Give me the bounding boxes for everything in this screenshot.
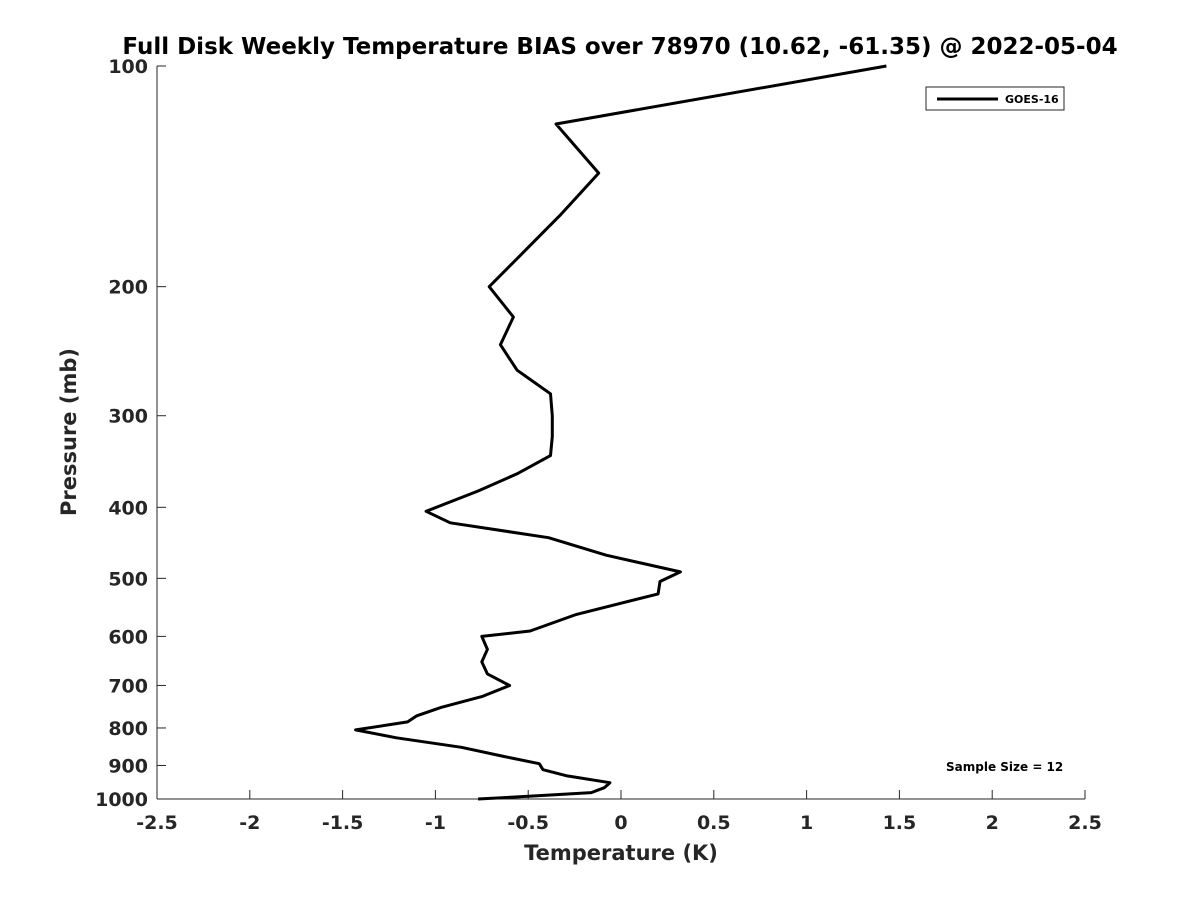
y-tick-label: 700 (108, 675, 148, 697)
sample-size-annotation: Sample Size = 12 (946, 760, 1063, 774)
chart-title: Full Disk Weekly Temperature BIAS over 7… (122, 34, 1117, 60)
y-tick-label: 800 (108, 718, 148, 740)
y-tick-label: 1000 (95, 789, 148, 811)
y-tick-label: 300 (108, 406, 148, 428)
x-tick-label: 1.5 (883, 812, 917, 834)
x-tick-label: -2.5 (136, 812, 178, 834)
x-tick-label: 0 (614, 812, 627, 834)
series-group (354, 64, 887, 801)
x-tick-label: 2 (986, 812, 999, 834)
y-tick-label: 900 (108, 755, 148, 777)
y-tick-label: 100 (108, 56, 148, 78)
y-tick-label: 500 (108, 568, 148, 590)
x-axis-label: Temperature (K) (524, 841, 718, 865)
x-axis-ticks: -2.5 -2 -1.5 -1 -0.5 0 0.5 1 1.5 2 2.5 (136, 790, 1102, 834)
x-tick-label: -2 (239, 812, 260, 834)
legend: GOES-16 (925, 86, 1065, 111)
y-axis-ticks: 100 200 300 400 500 600 700 800 900 1000 (95, 56, 166, 811)
x-tick-label: -0.5 (507, 812, 549, 834)
x-tick-label: 2.5 (1068, 812, 1102, 834)
x-tick-label: 0.5 (697, 812, 731, 834)
y-axis-label: Pressure (mb) (57, 348, 81, 516)
y-tick-label: 400 (108, 497, 148, 519)
y-tick-label: 600 (108, 626, 148, 648)
y-tick-label: 200 (108, 277, 148, 299)
x-tick-label: -1 (425, 812, 446, 834)
legend-label-goes-16: GOES-16 (1005, 93, 1059, 106)
x-tick-label: -1.5 (322, 812, 364, 834)
x-tick-label: 1 (800, 812, 813, 834)
series-line-goes-16 (354, 64, 887, 801)
